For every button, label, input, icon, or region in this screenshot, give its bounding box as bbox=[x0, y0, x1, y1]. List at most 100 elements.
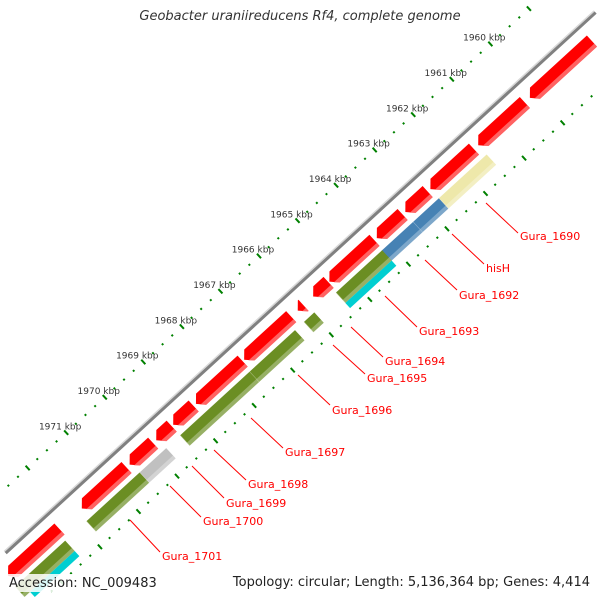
category-block-edge bbox=[335, 292, 346, 304]
inner-ruler-minor-tick bbox=[455, 218, 459, 222]
gene-label-leader bbox=[169, 485, 202, 518]
inner-ruler-minor-tick bbox=[339, 324, 343, 328]
cds-arrow bbox=[173, 400, 199, 426]
cds-arrow-highlight bbox=[409, 194, 433, 213]
category-block-highlight bbox=[93, 479, 150, 532]
outer-ruler-minor-tick bbox=[112, 387, 116, 390]
gene-label-leader bbox=[384, 295, 418, 328]
gene-label-leader bbox=[213, 449, 247, 481]
gene-label: Gura_1699 bbox=[226, 497, 286, 510]
category-block-highlight bbox=[146, 455, 176, 483]
ruler-label: 1965 kbp bbox=[270, 210, 313, 220]
cds-arrow-highlight bbox=[434, 151, 480, 190]
outer-ruler-major-tick bbox=[526, 5, 532, 12]
cds-feature bbox=[156, 420, 177, 442]
outer-ruler-minor-tick bbox=[151, 351, 155, 355]
cds-arrow-highlight bbox=[248, 319, 297, 361]
outer-ruler-major-tick bbox=[24, 465, 31, 471]
outer-ruler-minor-tick bbox=[353, 166, 357, 170]
cds-arrow-highlight bbox=[86, 470, 132, 510]
outer-ruler-minor-tick bbox=[440, 86, 444, 90]
cds-arrow bbox=[81, 461, 132, 510]
cds-feature bbox=[297, 299, 309, 312]
inner-ruler-minor-tick bbox=[541, 139, 545, 142]
ruler-label: 1968 kbp bbox=[155, 316, 198, 326]
outer-ruler-major-tick bbox=[63, 429, 69, 436]
outer-ruler-minor-tick bbox=[344, 175, 348, 178]
inner-ruler-major-tick bbox=[212, 437, 219, 444]
cds-arrow-highlight bbox=[534, 43, 598, 99]
inner-ruler-minor-tick bbox=[300, 359, 304, 363]
gene-label-leader bbox=[485, 202, 519, 234]
gene-label: Gura_1701 bbox=[162, 550, 222, 563]
outer-ruler-major-tick bbox=[333, 182, 339, 189]
outer-ruler-minor-tick bbox=[74, 422, 78, 426]
backbone-highlight bbox=[3, 10, 595, 553]
inner-ruler-minor-tick bbox=[127, 518, 131, 522]
inner-ruler-minor-tick bbox=[146, 501, 150, 505]
inner-ruler-minor-tick bbox=[233, 421, 237, 425]
outer-ruler-minor-tick bbox=[238, 272, 242, 276]
inner-ruler-major-tick bbox=[482, 190, 489, 197]
category-block bbox=[412, 198, 449, 233]
inner-ruler-minor-tick bbox=[464, 209, 468, 213]
cds-arrow-highlight bbox=[12, 531, 65, 577]
category-block-highlight bbox=[419, 205, 449, 233]
cds-feature bbox=[244, 311, 297, 361]
category-feature-green bbox=[303, 312, 324, 333]
outer-ruler-minor-tick bbox=[431, 95, 434, 99]
gene-label: Gura_1700 bbox=[203, 515, 263, 528]
ruler-label: 1971 kbp bbox=[39, 422, 82, 432]
genome-summary-text: Topology: circular; Length: 5,136,364 bp… bbox=[230, 574, 592, 591]
outer-ruler-minor-tick bbox=[382, 139, 386, 143]
outer-ruler-minor-tick bbox=[469, 60, 473, 64]
inner-ruler-minor-tick bbox=[416, 253, 420, 257]
map-labels: 1960 kbp 1961 kbp 1962 kbp 1963 kbp 1964 kbp… bbox=[39, 34, 580, 563]
outer-ruler-minor-tick bbox=[35, 457, 39, 461]
outer-ruler-major-tick bbox=[217, 288, 224, 295]
cds-arrow-highlight bbox=[134, 445, 159, 466]
ruler-label: 1962 kbp bbox=[386, 104, 429, 114]
outer-ruler-minor-tick bbox=[6, 484, 10, 488]
gene-label-leader bbox=[424, 259, 458, 291]
cds-arrow bbox=[478, 96, 530, 147]
inner-ruler-major-tick bbox=[174, 473, 180, 480]
cds-feature bbox=[313, 276, 334, 298]
outer-ruler-minor-tick bbox=[228, 281, 232, 284]
cds-arrow-highlight bbox=[200, 363, 248, 405]
inner-ruler-minor-tick bbox=[387, 280, 391, 284]
inner-ruler-minor-tick bbox=[435, 236, 439, 240]
inner-ruler-major-tick bbox=[289, 367, 296, 374]
inner-ruler-minor-tick bbox=[358, 306, 362, 310]
inner-ruler-minor-tick bbox=[117, 527, 121, 531]
outer-ruler-minor-tick bbox=[315, 201, 319, 205]
category-block bbox=[139, 448, 176, 483]
cds-feature bbox=[329, 234, 380, 283]
ruler-label: 1969 kbp bbox=[116, 352, 159, 362]
inner-ruler-minor-tick bbox=[272, 386, 275, 390]
outer-ruler-major-tick bbox=[487, 41, 494, 47]
inner-ruler-minor-tick bbox=[551, 130, 555, 134]
inner-ruler-major-tick bbox=[559, 119, 566, 126]
cds-feature bbox=[195, 355, 248, 405]
outer-ruler-minor-tick bbox=[402, 122, 405, 125]
ruler-label: 1970 kbp bbox=[78, 387, 121, 397]
cds-arrow-highlight bbox=[381, 217, 408, 239]
outer-ruler-minor-tick bbox=[276, 236, 280, 240]
category-feature-green bbox=[335, 250, 392, 304]
category-block bbox=[303, 312, 324, 333]
cds-feature bbox=[430, 143, 480, 190]
cds-arrow bbox=[430, 143, 480, 190]
gene-label: Gura_1695 bbox=[367, 372, 427, 385]
inner-ruler-minor-tick bbox=[194, 457, 198, 460]
inner-ruler-minor-tick bbox=[378, 289, 381, 293]
outer-ruler-minor-tick bbox=[479, 51, 483, 55]
ruler-label: 1960 kbp bbox=[463, 34, 506, 44]
outer-ruler-minor-tick bbox=[325, 192, 328, 196]
backbone-line bbox=[4, 11, 597, 555]
outer-ruler-minor-tick bbox=[421, 104, 425, 108]
cds-arrow-highlight bbox=[177, 408, 199, 426]
category-block-highlight bbox=[310, 319, 324, 333]
gene-label: Gura_1694 bbox=[385, 355, 445, 368]
